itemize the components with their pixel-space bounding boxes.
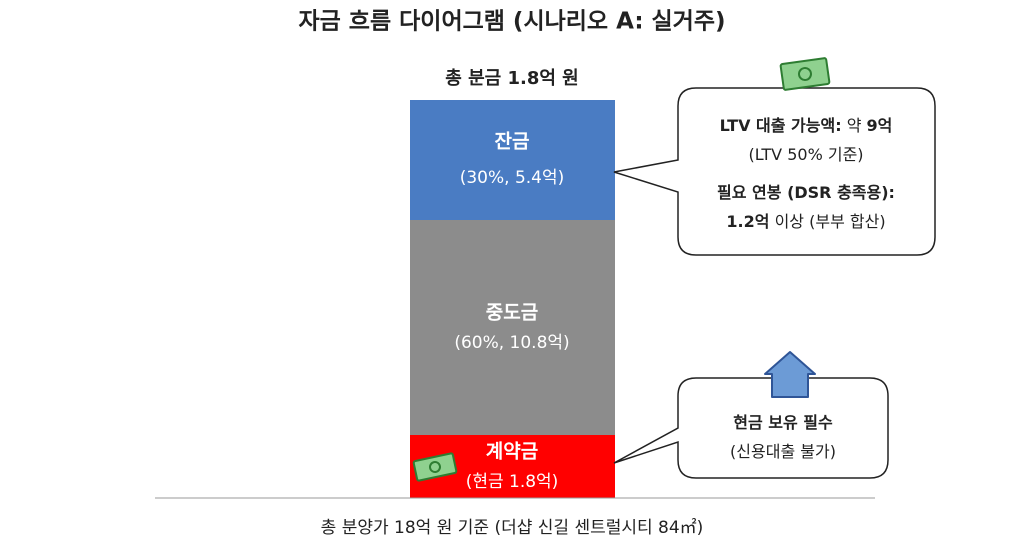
callout-line: 1.2억 이상 (부부 합산)	[726, 212, 885, 231]
callout-line: (신용대출 불가)	[730, 442, 836, 461]
segment-detail: (30%, 5.4억)	[460, 168, 565, 188]
house-icon	[764, 351, 816, 398]
footer: 총 분양가 18억 원 기준 (더샵 신길 센트럴시티 84㎡)	[321, 518, 704, 538]
segment	[410, 220, 615, 435]
callout-line: LTV 대출 가능액: 약 9억	[720, 116, 893, 135]
total-label: 총 분금 1.8억 원	[445, 68, 579, 89]
title: 자금 흐름 다이어그램 (시나리오 A: 실거주)	[298, 9, 725, 35]
run: LTV 대출 가능액:	[720, 116, 842, 135]
run: 1.2억	[726, 212, 769, 231]
callout-box	[613, 87, 936, 256]
money-icon	[412, 452, 458, 482]
callout-box	[613, 377, 889, 479]
run: 현금 보유 필수	[733, 413, 833, 432]
run: 필요 연봉 (DSR 충족용):	[717, 183, 895, 202]
run: 9억	[867, 116, 893, 135]
callout-line: 필요 연봉 (DSR 충족용):	[717, 183, 895, 202]
run: 이상 (부부 합산)	[770, 212, 886, 231]
callout-line: 현금 보유 필수	[733, 413, 833, 432]
segment-name: 중도금	[486, 302, 538, 324]
callout-line: (LTV 50% 기준)	[748, 145, 863, 164]
segment	[410, 100, 615, 220]
segment-name: 잔금	[495, 131, 530, 153]
segment-detail: (현금 1.8억)	[466, 472, 559, 492]
money-icon	[779, 57, 831, 91]
segment-name: 계약금	[486, 441, 538, 463]
run: (LTV 50% 기준)	[748, 145, 863, 164]
run: 약	[842, 116, 867, 135]
run: (신용대출 불가)	[730, 442, 836, 461]
segment-detail: (60%, 10.8억)	[454, 333, 569, 353]
